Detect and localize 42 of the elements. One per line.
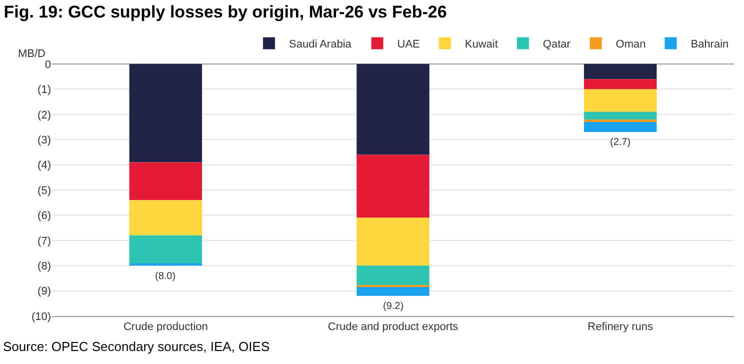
- legend-label: Saudi Arabia: [289, 38, 352, 51]
- y-tick-label: (1): [38, 84, 51, 96]
- bar: [584, 79, 657, 90]
- x-tick-label: Refinery runs: [588, 321, 654, 334]
- bar: [584, 89, 657, 112]
- x-tick-label: Crude and product exports: [328, 321, 459, 334]
- bar: [356, 64, 430, 155]
- bar: [584, 64, 657, 80]
- y-tick-label: (4): [38, 160, 51, 172]
- legend-label: UAE: [397, 38, 420, 51]
- y-tick-label: (7): [38, 235, 51, 248]
- legend-label: Bahrain: [690, 38, 729, 51]
- y-tick-label: (9): [38, 286, 51, 298]
- bar: [584, 122, 657, 132]
- y-tick-label: (5): [38, 184, 51, 197]
- bar: [129, 263, 202, 266]
- bar: [584, 119, 657, 122]
- legend-label: Kuwait: [464, 38, 498, 51]
- y-tick-label: (6): [38, 210, 51, 222]
- legend-label: Qatar: [542, 38, 571, 51]
- bar: [129, 235, 202, 264]
- y-tick-label: 0: [44, 58, 51, 71]
- y-tick-label: (10): [31, 310, 51, 323]
- bar: [356, 287, 430, 296]
- bar: [129, 162, 202, 200]
- legend-label: Oman: [616, 38, 646, 51]
- bar: [356, 154, 430, 218]
- y-tick-label: (2): [38, 109, 51, 122]
- chart-title: Fig. 19: GCC supply losses by origin, Mar-26 vs Feb-26: [4, 2, 447, 22]
- total-label: (8.0): [155, 271, 176, 282]
- bar: [129, 64, 202, 162]
- y-tick-label: (3): [38, 134, 51, 146]
- y-axis-title: MB/D: [18, 48, 46, 60]
- total-label: (9.2): [383, 301, 404, 312]
- bar: [356, 266, 430, 286]
- bar: [584, 112, 657, 120]
- bar: [129, 200, 202, 236]
- y-tick-label: (8): [38, 260, 51, 272]
- bar: [356, 218, 430, 266]
- x-tick-label: Crude production: [123, 321, 208, 334]
- total-label: (2.7): [610, 137, 631, 148]
- source-note: Source: OPEC Secondary sources, IEA, OIES: [3, 339, 270, 354]
